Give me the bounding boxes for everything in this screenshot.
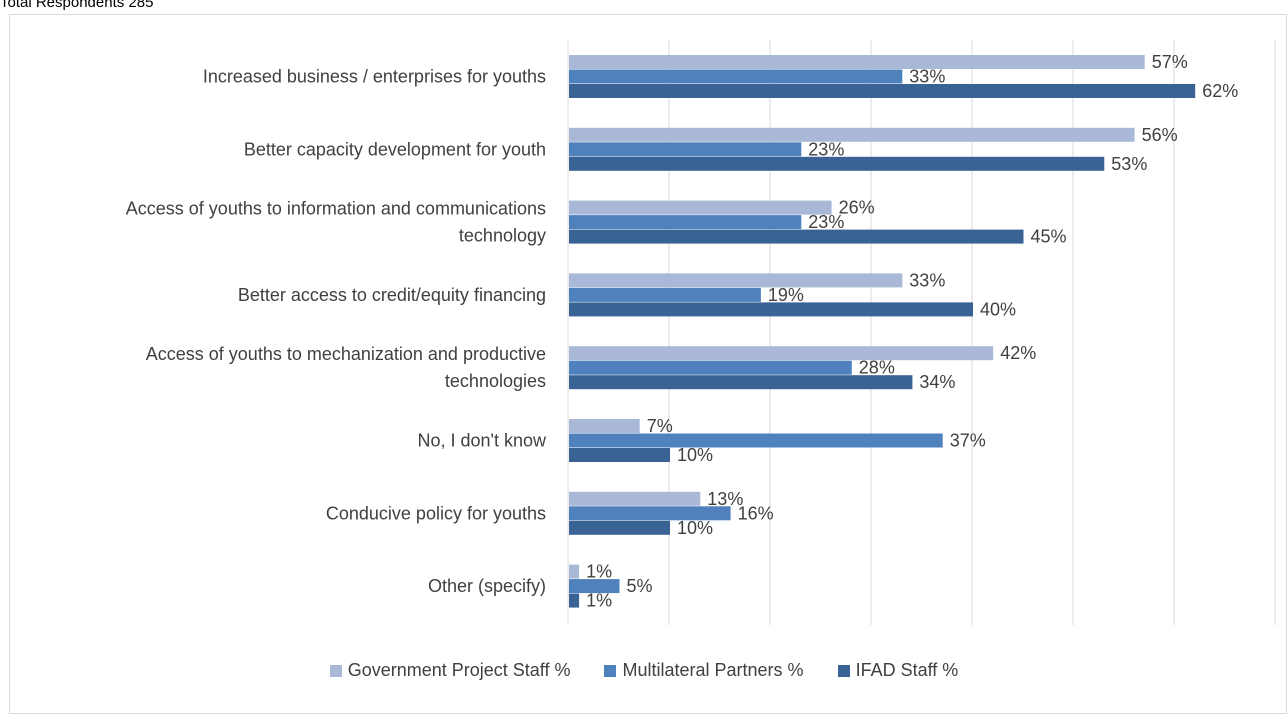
category-label: Other (specify) (428, 576, 546, 596)
category-label: technology (459, 226, 546, 246)
data-label: 19% (768, 285, 804, 305)
bar (569, 419, 640, 433)
data-label: 23% (808, 212, 844, 232)
category-label: technologies (445, 371, 546, 391)
bar (569, 491, 701, 506)
data-label: 28% (859, 358, 895, 378)
data-label: 1% (586, 591, 612, 611)
bar (569, 200, 832, 215)
bar (569, 156, 1105, 171)
legend-swatch (837, 664, 850, 677)
legend-item: Multilateral Partners % (604, 660, 804, 681)
data-label: 34% (919, 372, 955, 392)
data-label: 23% (808, 139, 844, 159)
bar (569, 215, 802, 230)
bar (569, 273, 903, 288)
legend-swatch (604, 664, 617, 677)
legend-label: Government Project Staff % (347, 660, 571, 680)
bar (569, 142, 802, 157)
bar (569, 229, 1024, 244)
bar (569, 593, 580, 608)
legend-item: IFAD Staff % (837, 660, 959, 681)
data-label: 10% (677, 445, 713, 465)
bar (569, 84, 1196, 98)
data-label: 1% (586, 562, 612, 582)
data-label: 37% (950, 431, 986, 451)
bar (569, 448, 670, 462)
bar (569, 127, 1135, 142)
data-label: 10% (677, 518, 713, 538)
bar-chart: Increased business / enterprises for you… (126, 40, 1276, 625)
bar (569, 433, 943, 448)
category-label: Increased business / enterprises for you… (203, 67, 546, 87)
bar (569, 579, 620, 594)
category-label: Access of youths to information and comm… (126, 199, 546, 219)
bar (569, 346, 994, 361)
legend-swatch (329, 664, 342, 677)
data-label: 5% (627, 576, 653, 596)
bar (569, 302, 973, 317)
data-label: 13% (707, 489, 743, 509)
data-label: 16% (738, 503, 774, 523)
category-label: Access of youths to mechanization and pr… (146, 344, 546, 364)
bar (569, 375, 913, 390)
bar (569, 287, 761, 302)
category-label: Conducive policy for youths (326, 503, 546, 523)
chart-legend: Government Project Staff % Multilateral P… (0, 660, 1288, 681)
data-label: 33% (909, 270, 945, 290)
data-label: 33% (909, 67, 945, 87)
bar (569, 564, 580, 579)
bar (569, 360, 852, 375)
data-label: 53% (1111, 154, 1147, 174)
bar (569, 520, 670, 535)
data-label: 57% (1152, 52, 1188, 72)
category-label: No, I don't know (417, 431, 547, 451)
data-label: 40% (980, 299, 1016, 319)
category-label: Better capacity development for youth (244, 139, 546, 159)
data-label: 45% (1031, 227, 1067, 247)
data-label: 56% (1142, 125, 1178, 145)
bar (569, 506, 731, 521)
data-label: 26% (839, 198, 875, 218)
legend-label: IFAD Staff % (855, 660, 959, 680)
data-label: 62% (1202, 81, 1238, 101)
data-label: 7% (647, 416, 673, 436)
chart-header-text: Total Respondents 285 (0, 0, 154, 11)
category-label: Better access to credit/equity financing (238, 285, 546, 305)
bar (569, 55, 1145, 69)
legend-item: Government Project Staff % (329, 660, 571, 681)
data-label: 42% (1000, 343, 1036, 363)
bar (569, 69, 903, 84)
legend-label: Multilateral Partners % (622, 660, 804, 680)
